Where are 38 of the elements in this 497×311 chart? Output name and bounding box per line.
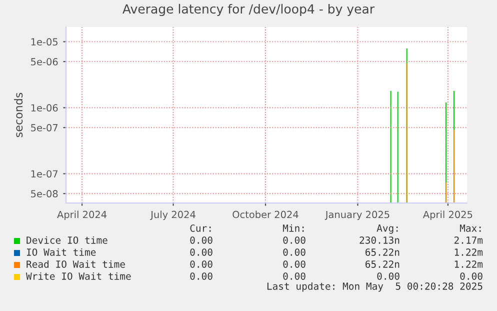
legend-label: Write IO Wait time <box>26 272 131 280</box>
text: Cur: <box>190 224 211 232</box>
text: 0.00 <box>377 272 400 280</box>
y-tick-label: 1e-06 <box>31 104 58 112</box>
text: Max: <box>460 224 481 232</box>
text: 2.17m <box>454 236 483 244</box>
text: 0.00 <box>190 248 212 256</box>
x-tick-label: April 2025 <box>423 210 472 220</box>
text: 0.00 <box>460 272 482 280</box>
legend-label: IO Wait time <box>26 248 96 256</box>
y-tick-label: 5e-08 <box>31 190 58 198</box>
text: 0.00 <box>283 248 306 256</box>
x-tick-label: July 2024 <box>150 210 196 220</box>
text: 0.00 <box>283 236 306 244</box>
text: 230.13n <box>360 236 400 244</box>
y-axis-title: seconds <box>14 92 23 138</box>
text: 1.22m <box>454 248 483 256</box>
y-tick-label: 5e-06 <box>31 58 58 66</box>
x-tick-label: October 2024 <box>232 210 298 218</box>
text: 0.00 <box>190 272 212 280</box>
text: Avg: <box>376 224 398 234</box>
text: 0.00 <box>190 260 212 268</box>
y-tick-label: 1e-07 <box>31 170 58 178</box>
legend-label: Device IO time <box>26 236 108 244</box>
y-tick-label: 5e-07 <box>31 124 58 132</box>
y-tick-label: 1e-05 <box>31 38 58 46</box>
x-tick-label: January 2025 <box>324 210 390 220</box>
text: 0.00 <box>283 272 306 280</box>
legend-label: Read IO Wait time <box>26 260 125 268</box>
text: Last update: Mon May 5 00:20:28 2025 <box>267 282 482 292</box>
text: Min: <box>282 224 304 232</box>
chart-title: Average latency for /dev/loop4 - by year <box>122 4 375 16</box>
text: 0.00 <box>190 236 212 244</box>
text: 65.22n <box>366 248 400 256</box>
x-tick-label: April 2024 <box>57 210 107 220</box>
text: 0.00 <box>283 260 306 268</box>
text: 1.22m <box>454 260 483 268</box>
text: 65.22n <box>366 260 400 268</box>
